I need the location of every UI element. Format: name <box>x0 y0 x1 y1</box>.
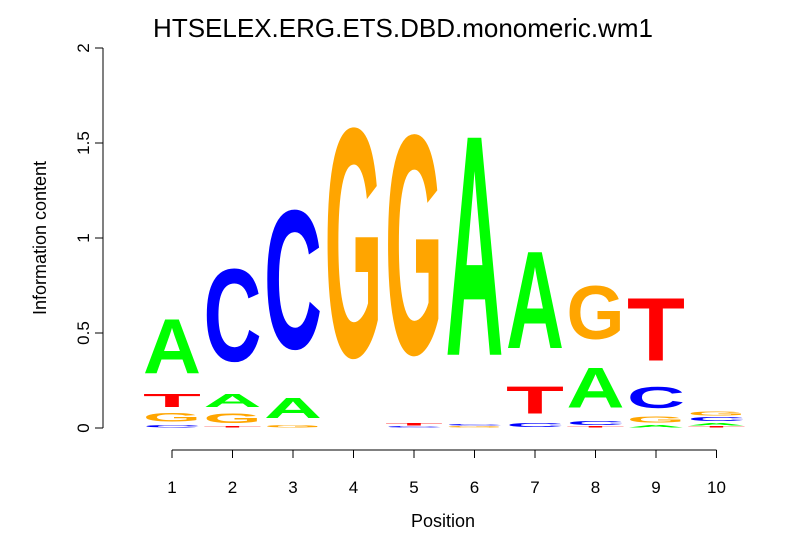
x-tick-label: 7 <box>530 478 539 497</box>
x-tick-label: 4 <box>349 478 358 497</box>
glyph-C-pos-2: C <box>204 242 262 389</box>
glyph-C-pos-5: C <box>385 426 443 428</box>
y-axis: 0 0.5 1 1.5 2 <box>74 43 104 433</box>
glyph-C-pos-3: C <box>264 170 322 392</box>
glyph-T-pos-9: T <box>627 279 685 380</box>
glyph-G-pos-1: G <box>143 411 201 424</box>
x-tick-label: 1 <box>167 478 176 497</box>
glyph-A-pos-9: A <box>627 424 685 428</box>
glyph-A-pos-10: A <box>688 422 746 426</box>
glyph-G-pos-6: G <box>446 426 504 428</box>
glyph-A-pos-1: A <box>143 302 201 390</box>
y-tick-label: 1.5 <box>74 131 93 155</box>
x-tick-label: 8 <box>591 478 600 497</box>
glyph-T-pos-1: T <box>143 390 201 411</box>
glyph-C-pos-8: C <box>567 420 625 426</box>
glyph-G-pos-9: G <box>627 415 685 424</box>
glyph-T-pos-8: T <box>567 426 625 428</box>
x-tick-label: 3 <box>288 478 297 497</box>
x-tick-label: 10 <box>707 478 726 497</box>
glyph-A-pos-7: A <box>506 223 564 379</box>
x-tick-label: 5 <box>409 478 418 497</box>
glyph-A-pos-6: A <box>446 70 504 422</box>
y-tick-label: 0.5 <box>74 321 93 345</box>
glyph-T-pos-2: T <box>204 426 262 428</box>
glyph-C-pos-10: C <box>688 417 746 423</box>
glyph-G-pos-4: G <box>325 61 383 426</box>
glyph-A-pos-3: A <box>264 392 322 425</box>
glyph-C-pos-1: C <box>143 424 201 428</box>
glyph-C-pos-6: C <box>446 424 504 426</box>
glyph-G-pos-3: G <box>264 424 322 428</box>
glyph-T-pos-10: T <box>688 426 746 428</box>
y-axis-label: Information content <box>30 161 50 315</box>
x-tick-label: 9 <box>651 478 660 497</box>
glyph-G-pos-10: G <box>688 411 746 417</box>
x-tick-label: 6 <box>470 478 479 497</box>
glyph-T-pos-7: T <box>506 379 564 423</box>
glyph-G-pos-8: G <box>567 270 625 355</box>
glyph-T-pos-5: T <box>385 422 443 426</box>
x-tick-label: 2 <box>228 478 237 497</box>
glyph-C-pos-9: C <box>627 380 685 414</box>
y-tick-label: 1 <box>74 233 93 242</box>
glyph-C-pos-7: C <box>506 422 564 428</box>
y-tick-label: 2 <box>74 43 93 52</box>
glyph-A-pos-2: A <box>204 390 262 411</box>
glyph-G-pos-5: G <box>385 71 443 420</box>
glyph-G-pos-2: G <box>204 411 262 426</box>
x-axis: 1 2 3 4 5 6 7 8 9 10 <box>167 449 726 497</box>
glyph-A-pos-8: A <box>567 356 625 420</box>
y-tick-label: 0 <box>74 423 93 432</box>
x-axis-label: Position <box>411 511 475 531</box>
chart-title: HTSELEX.ERG.ETS.DBD.monomeric.wm1 <box>153 13 653 43</box>
